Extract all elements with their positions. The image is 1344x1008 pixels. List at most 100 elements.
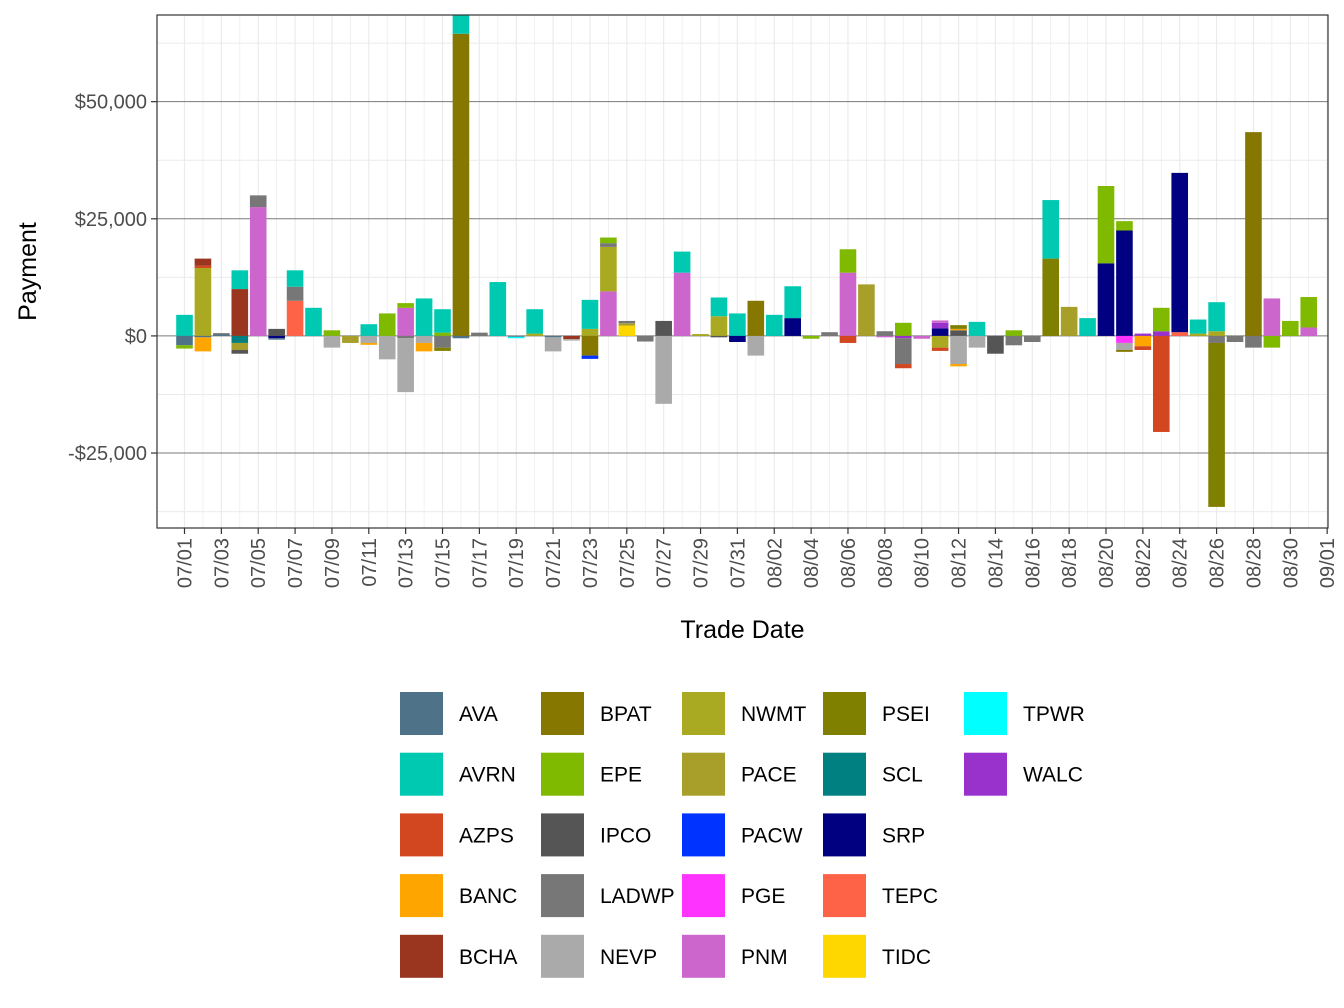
bar-segment-azps: 08/06 AZPS (839, 335, 857, 343)
bar-segment-ipco: 07/04 IPCO (231, 349, 249, 354)
bar-segment-ava: 07/19 AVA (507, 335, 525, 337)
bar-segment-srp: 08/21 SRP (1116, 230, 1133, 336)
legend-item-nevp: NEVP (541, 934, 657, 978)
bar-segment-ladwp: 07/05 LADWP (249, 195, 267, 208)
bar-segment-tepc: 07/07 TEPC (286, 300, 304, 336)
legend-item-ipco: IPCO (541, 813, 651, 857)
legend-item-pnm: PNM (682, 934, 788, 978)
bar-segment-ava: 07/16 AVA (452, 335, 470, 339)
bar-segment-nevp: 07/09 NEVP (323, 335, 341, 348)
bar-segment-epe: 08/21 EPE (1116, 221, 1133, 231)
bar-segment-avrn: 07/16 AVRN (452, 15, 470, 34)
bar-segment-srp: 07/06 SRP (268, 335, 285, 339)
bar-segment-srp: 08/20 SRP (1097, 263, 1115, 336)
bar-segment-avrn: 07/20 AVRN (526, 309, 543, 334)
bar-segment-srp: 07/31 SRP (729, 335, 746, 343)
bar-segment-avrn: 07/15 AVRN (434, 309, 451, 333)
legend: AVA AVRN AZPS BANC BCHA BPAT EPE IPCO LADWP NEVP N… (400, 692, 1085, 978)
x-tick-label: 07/09 (322, 538, 344, 588)
x-axis: 07/01 07/03 07/05 07/07 07/09 07/11 07/13 07/15… (175, 528, 1339, 588)
bar-segment-psei: 08/26 PSEI (1208, 342, 1225, 507)
x-tick-label: 07/25 (617, 538, 639, 588)
bar-segment-pnm: 07/05 PNM (249, 207, 267, 336)
bar-segment-banc: 07/02 BANC (194, 337, 212, 352)
y-tick-label: $0 (125, 326, 147, 348)
y-tick-label: $25,000 (75, 209, 147, 231)
legend-item-bcha: BCHA (400, 934, 517, 978)
bar-segment-ipco: 08/14 IPCO (987, 335, 1004, 354)
legend-label: PSEI (882, 703, 930, 726)
legend-label: PGE (741, 885, 785, 908)
bar-segment-srp: 08/11 SRP (931, 328, 949, 336)
legend-swatch (823, 752, 866, 796)
x-tick-label: 07/15 (433, 538, 455, 588)
x-tick-label: 07/23 (580, 538, 602, 588)
x-tick-label: 08/08 (875, 538, 897, 588)
legend-item-srp: SRP (823, 813, 925, 857)
bar-segment-avrn: 08/17 AVRN (1042, 200, 1060, 259)
bar-segment-avrn: 07/04 AVRN (231, 270, 249, 290)
bar-segment-ladwp: 08/16 LADWP (1023, 335, 1041, 343)
bar-segment-avrn: 08/25 AVRN (1189, 319, 1207, 334)
bar-segment-walc: 08/11 WALC (931, 322, 949, 329)
legend-swatch (400, 692, 443, 735)
legend-swatch (823, 934, 866, 978)
legend-item-scl: SCL (823, 752, 923, 796)
x-tick-label: 08/06 (838, 538, 860, 588)
bar-segment-ipco: 07/30 IPCO (710, 335, 728, 338)
x-tick-label: 07/13 (396, 538, 418, 588)
legend-label: AZPS (459, 824, 514, 847)
bar-segment-ava: 07/21 AVA (544, 335, 562, 338)
legend-label: TEPC (882, 885, 938, 908)
bar-segment-pace: 08/07 PACE (858, 284, 875, 336)
bar-segment-banc: 08/12 BANC (950, 328, 967, 331)
bar-segment-pnm: 08/11 PNM (931, 320, 949, 323)
bar-segment-nwmt: 08/25 NWMT (1189, 333, 1207, 336)
x-tick-label: 08/28 (1243, 538, 1265, 588)
bar-segment-banc: 07/11 BANC (360, 342, 378, 345)
bar-segment-nevp: 08/13 NEVP (968, 335, 986, 348)
bar-segment-ava: 07/03 AVA (213, 334, 230, 336)
bar-segment-avrn: 07/18 AVRN (489, 282, 507, 336)
bar-segment-bpat: 07/16 BPAT (452, 33, 470, 336)
bar-segment-psei: 08/17 PSEI (1042, 258, 1060, 336)
bar-segment-epe: 08/29 EPE (1263, 335, 1281, 348)
bar-segment-nwmt: 07/23 NWMT (581, 328, 599, 336)
bar-segment-nwmt: 07/02 NWMT (194, 267, 212, 336)
bar-segment-epe: 07/13 EPE (397, 303, 414, 308)
bar-segment-nevp: 08/21 NEVP (1116, 342, 1133, 350)
x-tick-label: 08/22 (1133, 538, 1155, 588)
legend-label: NWMT (741, 703, 806, 726)
bar-segment-pge: 08/21 PGE (1116, 335, 1133, 343)
bar-segment-avrn: 08/26 AVRN (1208, 302, 1225, 332)
bar-segment-srp: 08/03 SRP (784, 318, 801, 336)
bar-segment-ladwp: 07/13 LADWP (397, 335, 414, 339)
bar-segment-banc: 07/14 BANC (415, 342, 433, 352)
bar-segment-epe: 07/12 EPE (378, 313, 396, 336)
bar-segment-pnm: 07/28 PNM (673, 272, 691, 336)
x-tick-label: 08/20 (1096, 538, 1118, 588)
x-tick-label: 08/16 (1022, 538, 1044, 588)
bar-segment-avrn: 08/19 AVRN (1079, 318, 1096, 336)
bar-segment-ladwp: 07/26 LADWP (636, 335, 654, 342)
legend-swatch (823, 692, 866, 735)
legend-item-pge: PGE (682, 874, 785, 918)
legend-swatch (400, 813, 443, 857)
legend-swatch (400, 934, 443, 978)
bar-segment-ava: 07/06 AVA (268, 338, 285, 340)
legend-item-pace: PACE (682, 752, 797, 796)
bar-segment-ladwp: 08/27 LADWP (1226, 335, 1244, 343)
bar-segment-psei: 07/15 PSEI (434, 347, 451, 351)
bar-segment-walc: 08/22 WALC (1134, 333, 1152, 336)
x-tick-label: 08/24 (1170, 538, 1192, 588)
legend-item-banc: BANC (400, 874, 517, 918)
bar-segment-pace: 07/25 PACE (618, 323, 636, 326)
bar-segment-pnm: 08/10 PNM (913, 335, 930, 339)
legend-item-epe: EPE (541, 752, 642, 796)
bar-segment-tidc: 07/25 TIDC (618, 325, 636, 336)
x-tick-label: 08/10 (912, 538, 934, 588)
legend-label: PACE (741, 764, 797, 787)
bar-segment-nevp: 07/12 NEVP (378, 335, 396, 360)
legend-label: PNM (741, 946, 788, 969)
legend-label: AVA (459, 703, 498, 726)
